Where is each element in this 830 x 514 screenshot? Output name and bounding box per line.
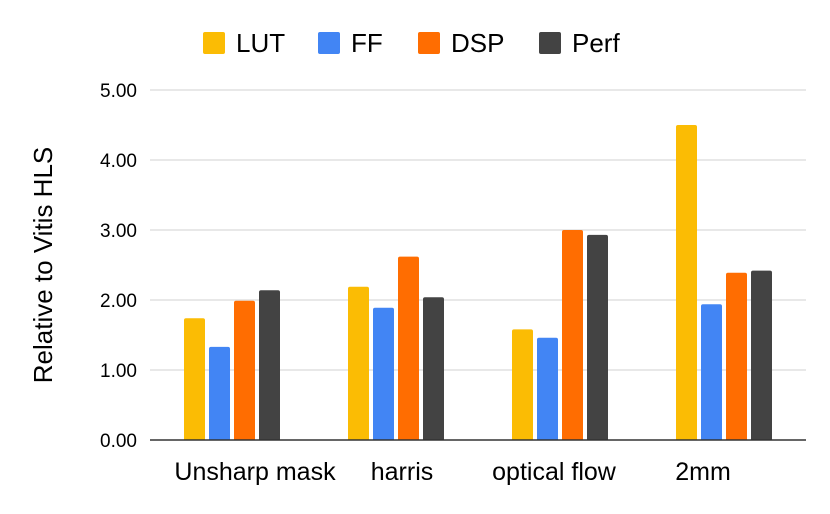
bar-lut: [512, 329, 533, 440]
legend-item-ff: FF: [318, 28, 383, 58]
y-tick-label: 1.00: [100, 361, 137, 382]
bar-ff: [209, 346, 230, 440]
y-tick-label: 3.00: [100, 221, 137, 242]
x-category-label: harris: [371, 458, 434, 486]
legend-label: Perf: [572, 28, 620, 58]
bar-dsp: [234, 300, 255, 440]
legend-item-perf: Perf: [539, 28, 620, 58]
legend-label: FF: [351, 28, 383, 58]
bar-perf: [587, 234, 608, 440]
x-category-label: optical flow: [492, 458, 617, 486]
bar-lut: [676, 125, 697, 440]
bar-perf: [259, 290, 280, 440]
y-tick-label: 5.00: [100, 81, 137, 102]
legend-label: LUT: [236, 28, 285, 58]
bar-ff: [373, 307, 394, 440]
legend-swatch: [539, 32, 561, 54]
bar-perf: [423, 297, 444, 440]
bar-dsp: [398, 256, 419, 440]
x-axis-categories: Unsharp mask harris optical flow 2mm: [174, 458, 730, 486]
y-tick-label: 0.00: [100, 431, 137, 452]
x-category-label: Unsharp mask: [174, 458, 336, 486]
bars: [184, 125, 772, 440]
legend-label: DSP: [451, 28, 504, 58]
y-axis-ticks: 0.00 1.00 2.00 3.00 4.00 5.00: [100, 81, 137, 452]
bar-dsp: [562, 230, 583, 440]
bar-lut: [184, 318, 205, 440]
legend-swatch: [203, 32, 225, 54]
bar-ff: [701, 304, 722, 440]
legend-swatch: [318, 32, 340, 54]
chart-legend: LUT FF DSP Perf: [203, 28, 620, 58]
y-axis-title: Relative to Vitis HLS: [28, 147, 58, 384]
y-tick-label: 2.00: [100, 291, 137, 312]
legend-item-dsp: DSP: [418, 28, 504, 58]
bar-perf: [751, 270, 772, 440]
bar-dsp: [726, 272, 747, 440]
y-tick-label: 4.00: [100, 151, 137, 172]
bar-lut: [348, 286, 369, 440]
legend-item-lut: LUT: [203, 28, 285, 58]
bar-ff: [537, 337, 558, 440]
legend-swatch: [418, 32, 440, 54]
x-category-label: 2mm: [675, 458, 731, 486]
